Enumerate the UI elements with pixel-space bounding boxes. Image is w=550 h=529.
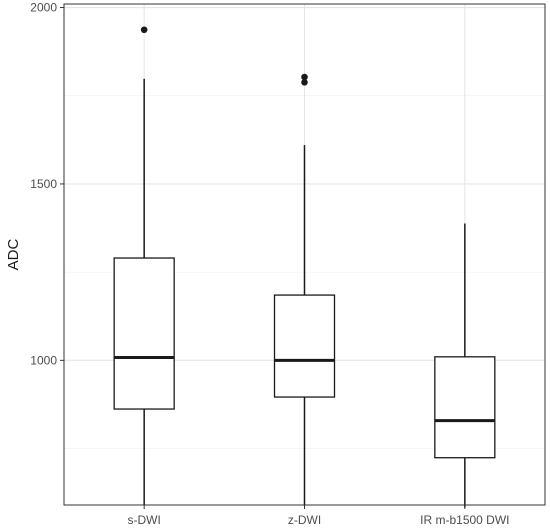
x-tick-label: z-DWI bbox=[288, 513, 321, 527]
x-axis: s-DWI z-DWI IR m-b1500 DWI bbox=[128, 505, 510, 527]
y-tick-label: 2000 bbox=[30, 1, 57, 15]
boxes-layer bbox=[113, 26, 496, 508]
y-tick-label: 1500 bbox=[30, 177, 57, 191]
outlier-point bbox=[301, 73, 308, 81]
outlier-point bbox=[301, 79, 308, 86]
box-group bbox=[273, 73, 336, 506]
box-iqr bbox=[434, 356, 496, 459]
x-tick-label: s-DWI bbox=[128, 513, 161, 527]
y-axis: 1000 1500 2000 bbox=[30, 1, 64, 367]
box-iqr bbox=[113, 257, 175, 410]
y-axis-title: ADC bbox=[5, 238, 22, 270]
y-tick-label: 1000 bbox=[30, 353, 57, 367]
box-group bbox=[113, 26, 175, 505]
box-iqr bbox=[273, 294, 336, 398]
box-group bbox=[434, 223, 496, 508]
outlier-point bbox=[140, 26, 148, 34]
x-tick-label: IR m-b1500 DWI bbox=[420, 513, 509, 527]
